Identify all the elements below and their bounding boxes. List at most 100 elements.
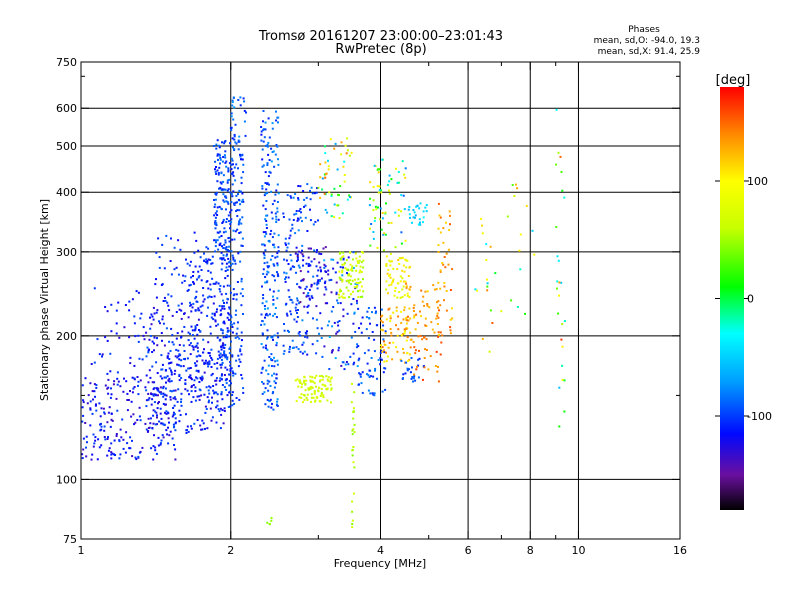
data-point [308, 297, 311, 300]
data-point [345, 259, 348, 262]
data-point [389, 276, 392, 279]
data-point [235, 194, 238, 197]
data-point [104, 336, 107, 339]
data-point [268, 136, 271, 139]
data-point [330, 258, 333, 261]
data-point [208, 385, 211, 388]
data-point [289, 234, 292, 237]
data-point [400, 231, 403, 234]
x-tick-label: 2 [227, 544, 234, 557]
data-point [339, 266, 342, 269]
data-point [140, 312, 143, 315]
data-point [137, 393, 140, 396]
data-point [369, 322, 371, 325]
data-point [203, 252, 205, 255]
data-point [222, 220, 225, 223]
data-point [407, 319, 410, 322]
data-point [267, 141, 270, 144]
data-point [263, 194, 266, 197]
data-point [272, 408, 275, 411]
data-point [304, 204, 307, 207]
data-point [555, 108, 558, 111]
data-point [219, 338, 222, 341]
data-point [166, 356, 169, 359]
data-point [230, 367, 233, 370]
data-point [275, 373, 278, 376]
data-point [384, 233, 387, 236]
data-point [328, 320, 331, 323]
data-point [90, 458, 93, 461]
data-point [110, 451, 113, 454]
data-point [230, 340, 232, 343]
data-point [233, 238, 236, 241]
data-point [91, 453, 94, 456]
data-point [425, 349, 428, 351]
data-point [226, 368, 229, 371]
data-point [325, 271, 328, 273]
data-point [347, 363, 350, 366]
data-point [168, 309, 171, 312]
data-point [397, 214, 400, 217]
data-point [284, 237, 287, 240]
data-point [171, 415, 174, 418]
data-point [150, 313, 153, 316]
data-point [410, 377, 413, 380]
data-point [316, 274, 319, 277]
data-point [241, 153, 244, 156]
data-point [324, 176, 327, 179]
data-point [224, 150, 227, 153]
y-tick-label: 100 [56, 473, 77, 486]
data-point [388, 284, 391, 287]
data-point [412, 340, 415, 343]
data-point [303, 350, 306, 353]
data-point [381, 329, 384, 332]
data-point [266, 270, 269, 273]
data-point [189, 332, 191, 335]
data-point [290, 196, 293, 199]
data-point [223, 142, 226, 145]
data-point [309, 189, 311, 192]
data-point [326, 324, 329, 327]
data-point [238, 337, 241, 340]
data-point [133, 364, 136, 367]
data-point [232, 171, 235, 174]
data-point [209, 386, 212, 389]
data-point [157, 402, 159, 405]
data-point [481, 224, 483, 227]
data-point [434, 365, 437, 367]
data-point [285, 276, 287, 279]
data-point [296, 256, 299, 259]
data-point [142, 334, 145, 337]
data-point [136, 419, 139, 421]
data-point [320, 253, 323, 255]
data-point [207, 306, 209, 309]
data-point [218, 354, 221, 357]
data-point [194, 327, 197, 329]
data-point [304, 216, 307, 219]
data-point [296, 378, 299, 381]
data-point [383, 343, 386, 346]
data-point [561, 323, 564, 326]
data-point [232, 294, 235, 297]
data-point [113, 380, 116, 383]
data-point [156, 344, 159, 347]
data-point [106, 310, 109, 313]
data-point [264, 276, 267, 278]
data-point [196, 333, 199, 336]
data-point [159, 442, 162, 445]
data-point [276, 183, 279, 186]
data-point [304, 335, 306, 338]
data-point [110, 457, 113, 460]
data-point [220, 393, 223, 395]
data-point [209, 407, 212, 410]
data-point [385, 263, 388, 266]
data-point [228, 391, 231, 394]
data-point [299, 286, 302, 289]
data-point [324, 152, 327, 155]
data-point [230, 126, 233, 129]
data-point [298, 396, 301, 399]
data-point [189, 367, 192, 369]
data-point [122, 390, 125, 393]
data-point [161, 368, 164, 371]
data-point [115, 433, 118, 435]
